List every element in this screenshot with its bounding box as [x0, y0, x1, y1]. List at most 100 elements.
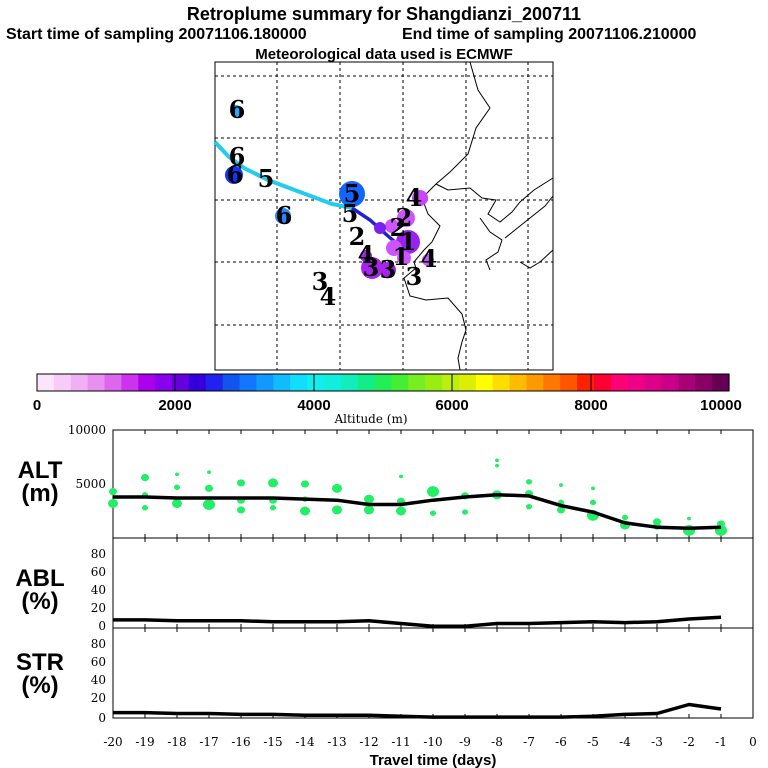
map-day-label: 6: [276, 201, 293, 230]
abl-ytick-label: 60: [91, 565, 106, 579]
map-marker: [360, 250, 372, 262]
map-marker: [339, 181, 365, 207]
alt-dot: [300, 506, 310, 516]
colorbar-cell: [678, 374, 696, 391]
colorbar-cell: [577, 374, 595, 391]
y-tick-labels: 10000 5000 80 60 40 20 0 80 60 40 20 0: [68, 423, 106, 725]
alt-unit-label: (m): [21, 480, 58, 507]
alt-dot: [109, 487, 117, 496]
map-marker: [225, 166, 243, 184]
colorbar-cell: [391, 374, 409, 391]
alt-dot: [301, 480, 309, 488]
map-day-label: 6: [229, 95, 246, 124]
colorbar-cell: [37, 374, 55, 391]
panel-labels: ALT (m) ABL (%) STR (%): [15, 457, 64, 699]
alt-dot: [687, 516, 691, 521]
alt-dot: [270, 505, 276, 511]
colorbar-tick-label: 8000: [574, 397, 607, 414]
colorbar-tick-label: 0: [33, 397, 41, 414]
x-tick-label: -18: [167, 735, 186, 749]
map-gridlines: [215, 62, 553, 370]
alt-dot: [207, 470, 211, 474]
x-tick-label: -9: [459, 735, 471, 749]
alt-dot: [332, 505, 342, 515]
colorbar-cell: [695, 374, 713, 391]
x-tick-label: -10: [423, 735, 442, 749]
map-day-label: 4: [406, 183, 423, 212]
abl-panel-frame: [112, 537, 754, 629]
abl-ytick-label: 0: [98, 619, 106, 633]
colorbar-cell: [408, 374, 426, 391]
map-marker: [412, 190, 428, 206]
x-tick-labels: -20 -19 -18 -17 -16 -15 -14 -13 -12 -11 -10 -9 -8 -7-…: [103, 735, 756, 749]
alt-dot: [268, 478, 278, 488]
x-tick-label: -8: [491, 735, 503, 749]
str-label: STR: [16, 649, 64, 676]
colorbar-cell: [70, 374, 89, 391]
x-tick-label: -14: [295, 735, 315, 749]
map-day-label: 5: [258, 164, 275, 193]
map-day-label: 2: [390, 213, 407, 242]
alt-ytick-label: 5000: [75, 477, 106, 491]
map-day-label: 6: [227, 160, 244, 189]
alt-dot: [495, 463, 499, 468]
trajectory-cyan-line: [213, 140, 353, 210]
colorbar-cell: [172, 374, 190, 391]
colorbar-cell: [475, 374, 494, 391]
abl-ytick-label: 80: [91, 547, 106, 561]
map-day-label: 3: [312, 267, 329, 296]
abl-label: ABL: [15, 565, 64, 592]
colorbar-cell: [340, 374, 359, 391]
colorbar-cell: [53, 374, 72, 391]
coastlines: [403, 61, 554, 371]
x-tick-label: -2: [683, 735, 695, 749]
colorbar-cell: [104, 374, 122, 391]
colorbar-cell: [425, 374, 443, 391]
altitude-colorbar: 0 2000 4000 6000 8000 10000 Altitude (m): [33, 373, 742, 426]
abl-ytick-label: 40: [91, 583, 106, 597]
alt-dot: [175, 472, 179, 477]
map-day-label: 2: [396, 203, 413, 232]
map-day-label: 5: [342, 199, 359, 228]
map-marker: [275, 208, 291, 224]
colorbar-cell: [307, 374, 325, 391]
map-marker: [385, 219, 399, 233]
alt-dot: [622, 514, 628, 521]
map-marker: [374, 222, 386, 234]
abl-ytick-label: 20: [91, 601, 106, 615]
colorbar-cell: [357, 374, 376, 391]
map-marker: [386, 240, 402, 256]
colorbar-cell: [138, 374, 156, 391]
colorbar-cell: [374, 374, 393, 391]
map-day-label: 6: [229, 142, 246, 171]
map-frame: [214, 61, 554, 371]
abl-unit-label: (%): [21, 588, 58, 615]
alt-dot: [462, 509, 468, 515]
map-day-label: 3: [380, 255, 397, 284]
map-day-labels: 6 6 6 5 6 5 5 2 4 2 2 1 1 4 4 3 3 3 3 4: [227, 95, 438, 311]
map-marker: [380, 262, 396, 278]
x-tick-label: -6: [555, 735, 567, 749]
colorbar-tick-label: 10000: [700, 397, 742, 414]
map-day-label: 1: [393, 242, 410, 271]
x-tick-label: -17: [199, 735, 218, 749]
colorbar-cell: [543, 374, 561, 391]
map-day-label: 3: [406, 262, 423, 291]
colorbar-tick-label: 2000: [158, 397, 191, 414]
start-time-label: Start time of sampling 20071106.180000: [6, 26, 307, 43]
alt-dot: [237, 479, 245, 487]
colorbar-cell: [256, 374, 274, 391]
str-ytick-label: 0: [98, 711, 106, 725]
alt-dot: [427, 486, 439, 497]
x-tick-label: -4: [619, 735, 631, 749]
alt-series-line: [113, 493, 722, 531]
x-tick-label: 0: [749, 735, 757, 749]
map-markers: [225, 105, 434, 279]
colorbar-cell: [239, 374, 258, 391]
map-marker: [361, 257, 383, 279]
alt-dot: [237, 506, 245, 514]
alt-dot: [141, 473, 149, 482]
x-tick-label: -7: [523, 735, 535, 749]
colorbar-cell: [155, 374, 173, 391]
alt-dot: [430, 510, 436, 516]
